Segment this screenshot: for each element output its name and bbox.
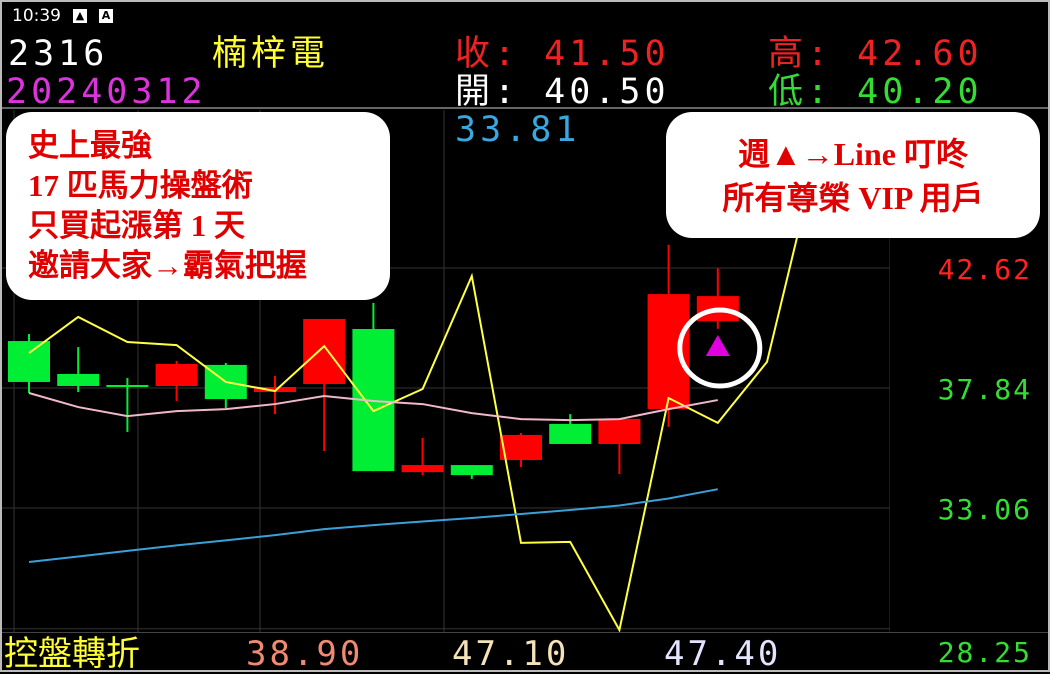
pink-ma-line (28, 392, 718, 422)
candle-body (57, 373, 100, 386)
note-line: 邀請大家→霸氣把握 (28, 248, 307, 283)
candle-body (598, 418, 641, 444)
bottom-label: 控盤轉折 (4, 634, 140, 674)
bottom-divider (2, 632, 1048, 633)
signal-circle (677, 307, 763, 389)
ma-value: 33.81 (455, 110, 581, 150)
note-line: 只買起漲第 1 天 (28, 208, 245, 243)
y-tick-label: 33.06 (938, 493, 1032, 526)
close-value: 41.50 (544, 34, 670, 74)
high-price: 高: 42.60 (768, 34, 983, 74)
candle-body (106, 384, 149, 387)
bottom-value-3: 47.40 (664, 634, 782, 674)
promo-note-right: 週▲→Line 叮咚 所有尊榮 VIP 用戶 (666, 112, 1040, 238)
candle-body (401, 465, 444, 473)
open-price: 開: 40.50 (455, 72, 670, 112)
plot-area (2, 110, 890, 632)
a-badge-icon: A (99, 9, 113, 23)
note-line: 史上最強 (28, 128, 152, 163)
image-icon: ▲ (73, 9, 87, 23)
note-line: 17 匹馬力操盤術 (28, 168, 253, 203)
stock-code: 2316 (8, 34, 109, 74)
blue-ma-line (28, 488, 718, 563)
close-label: 收: (455, 34, 520, 74)
header-divider (2, 107, 1048, 109)
y-tick-label: 28.25 (938, 636, 1032, 669)
status-time: 10:39 (12, 6, 61, 26)
high-value: 42.60 (857, 34, 983, 74)
candle-body (450, 465, 493, 476)
candle-body (647, 294, 690, 410)
bottom-value-2: 47.10 (452, 634, 570, 674)
quote-date: 20240312 (6, 72, 207, 112)
stock-name: 楠梓電 (212, 34, 330, 74)
note-line: 所有尊榮 VIP 用戶 (722, 180, 984, 216)
up-triangle-signal-icon (705, 335, 730, 356)
high-label: 高: (768, 34, 833, 74)
candle-body (155, 363, 198, 386)
low-value: 40.20 (857, 72, 983, 112)
bottom-value-1: 38.90 (246, 634, 364, 674)
status-bar: 10:39 ▲ A (12, 6, 113, 26)
open-value: 40.50 (544, 72, 670, 112)
candle-body (549, 423, 592, 444)
y-tick-label: 37.84 (938, 373, 1032, 406)
promo-note-left: 史上最強 17 匹馬力操盤術 只買起漲第 1 天 邀請大家→霸氣把握 (6, 112, 390, 300)
candle-body (8, 341, 50, 382)
candle-body (500, 434, 542, 461)
low-label: 低: (768, 72, 833, 112)
open-label: 開: (455, 72, 520, 112)
candle-body (303, 318, 346, 384)
close-price: 收: 41.50 (455, 34, 670, 74)
note-line: 週▲→Line 叮咚 (738, 136, 968, 172)
candle-body (254, 386, 296, 393)
y-tick-label: 42.62 (938, 253, 1032, 286)
low-price: 低: 40.20 (768, 72, 983, 112)
